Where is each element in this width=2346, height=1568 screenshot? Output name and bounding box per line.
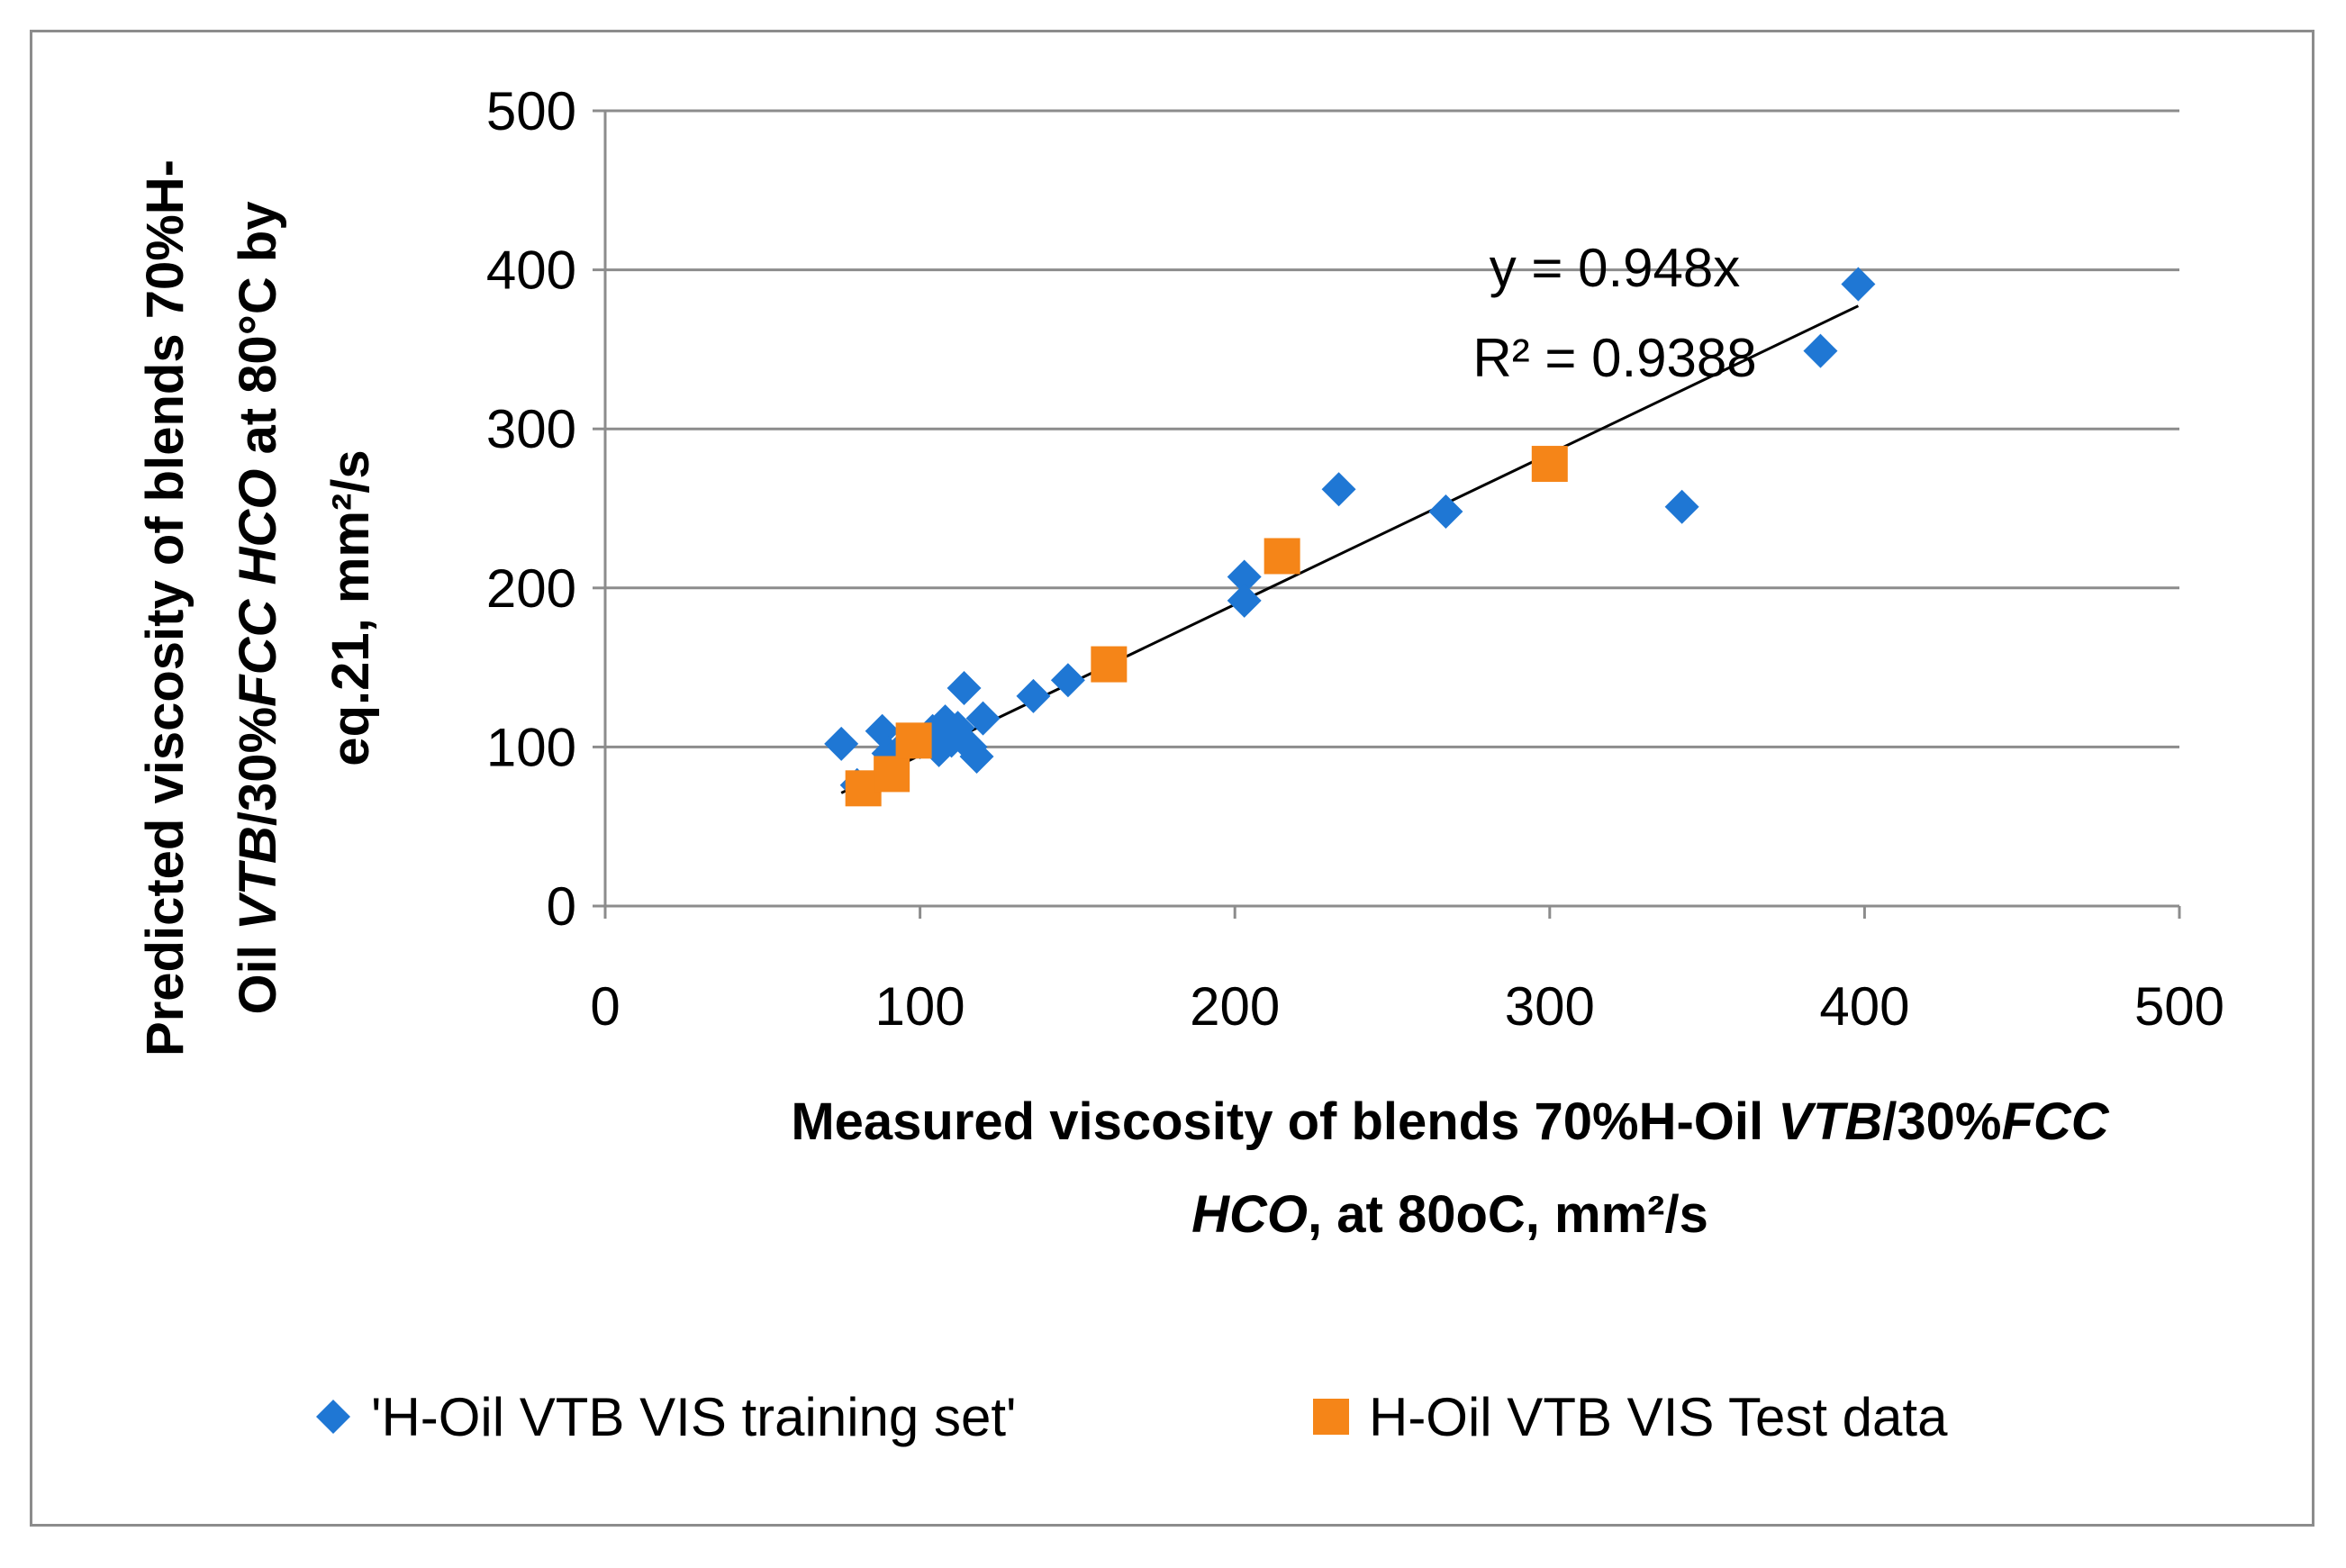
training-point-1 [824,726,859,761]
trendline [840,304,1860,794]
x-tick-label-400: 400 [1819,976,1909,1037]
y-tick-label-0: 0 [547,876,576,937]
test-point-5 [1264,538,1300,575]
axis-labels: Measured viscosity of blends 70%H-Oil VT… [136,159,2110,1244]
x-tick-label-0: 0 [590,976,620,1037]
legend-training-marker [316,1400,350,1434]
x-axis-label-line-1: Measured viscosity of blends 70%H-Oil VT… [791,1092,2109,1151]
training-point-12 [947,671,982,706]
training-point-24 [1841,267,1876,302]
x-tick-label-300: 300 [1505,976,1595,1037]
x-tick-label-500: 500 [2134,976,2224,1037]
data-points [824,267,1876,807]
y-axis-label-line-2: Oil VTB/30%FCC HCO at 80°C by [229,201,287,1014]
training-point-17 [1050,663,1085,698]
training-point-20 [1321,472,1356,507]
x-tick-label-100: 100 [875,976,965,1037]
test-point-3 [895,722,932,759]
training-point-19 [1227,583,1262,618]
trendline-annotation: y = 0.948x R² = 0.9388 [1472,238,1756,388]
chart-frame [30,30,2314,1527]
legend: 'H-Oil VTB VIS training set' H-Oil VTB VI… [316,1387,1948,1447]
x-tick-label-200: 200 [1190,976,1280,1037]
x-axis-label-line-2: HCO, at 80oC, mm²/s [1191,1185,1708,1244]
legend-test-label: H-Oil VTB VIS Test data [1369,1387,1948,1447]
y-tick-label-400: 400 [486,240,576,301]
trendline-equation: y = 0.948x [1490,238,1741,298]
training-point-23 [1803,333,1838,368]
y-axis-label-line-3: eq.21, mm²/s [322,449,380,766]
y-tick-label-500: 500 [486,81,576,141]
legend-training-label: 'H-Oil VTB VIS training set' [371,1387,1016,1447]
training-point-21 [1428,494,1463,530]
axes [593,109,2181,919]
y-axis-label-line-1: Predicted viscosity of blends 70%H- [136,159,195,1056]
test-point-6 [1531,446,1568,483]
trendline-r-squared: R² = 0.9388 [1472,328,1756,388]
training-point-16 [1016,678,1051,713]
y-tick-label-200: 200 [486,558,576,619]
test-point-2 [874,756,910,793]
training-point-22 [1664,489,1699,524]
training-point-14 [959,739,994,774]
y-tick-label-100: 100 [486,717,576,777]
y-tick-label-300: 300 [486,399,576,459]
tick-labels: 0 100 200 300 400 500 0 100 200 300 400 500 [486,81,2224,1037]
gridlines [605,109,2179,748]
training-point-15 [965,701,1001,736]
training-point-18 [1227,559,1262,594]
trendline-group [840,304,1860,794]
test-point-4 [1091,646,1128,683]
legend-test-marker [1313,1399,1349,1435]
